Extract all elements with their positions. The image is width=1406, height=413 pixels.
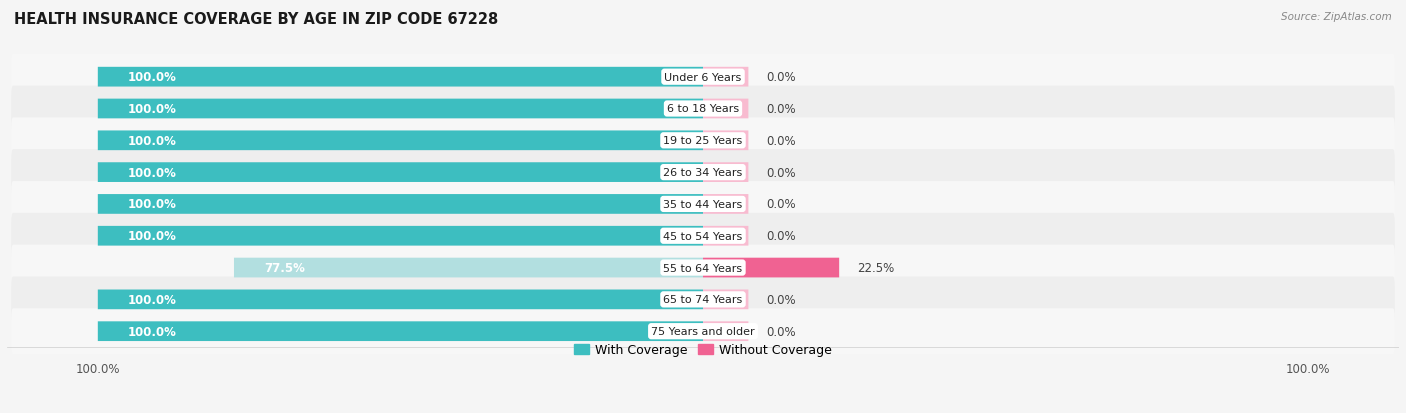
FancyBboxPatch shape [703,226,748,246]
FancyBboxPatch shape [98,226,703,246]
Text: 55 to 64 Years: 55 to 64 Years [664,263,742,273]
FancyBboxPatch shape [98,131,703,151]
Text: 0.0%: 0.0% [766,230,796,243]
Text: 19 to 25 Years: 19 to 25 Years [664,136,742,146]
Text: 0.0%: 0.0% [766,198,796,211]
FancyBboxPatch shape [703,163,748,183]
FancyBboxPatch shape [703,68,748,87]
Text: 100.0%: 100.0% [128,166,177,179]
FancyBboxPatch shape [11,309,1395,354]
FancyBboxPatch shape [98,100,703,119]
FancyBboxPatch shape [11,118,1395,164]
Text: 22.5%: 22.5% [858,261,894,274]
Text: 100.0%: 100.0% [128,230,177,243]
Text: 100.0%: 100.0% [128,71,177,84]
Text: 65 to 74 Years: 65 to 74 Years [664,294,742,305]
FancyBboxPatch shape [703,322,748,341]
FancyBboxPatch shape [11,277,1395,323]
FancyBboxPatch shape [98,290,703,309]
Text: 0.0%: 0.0% [766,293,796,306]
FancyBboxPatch shape [703,100,748,119]
Text: 0.0%: 0.0% [766,166,796,179]
FancyBboxPatch shape [11,55,1395,100]
FancyBboxPatch shape [233,258,703,278]
Text: 100.0%: 100.0% [128,135,177,147]
FancyBboxPatch shape [98,68,703,87]
Text: 0.0%: 0.0% [766,135,796,147]
FancyBboxPatch shape [98,322,703,341]
FancyBboxPatch shape [11,150,1395,195]
Text: HEALTH INSURANCE COVERAGE BY AGE IN ZIP CODE 67228: HEALTH INSURANCE COVERAGE BY AGE IN ZIP … [14,12,498,27]
FancyBboxPatch shape [98,195,703,214]
FancyBboxPatch shape [703,290,748,309]
Text: 45 to 54 Years: 45 to 54 Years [664,231,742,241]
FancyBboxPatch shape [11,182,1395,227]
Text: 77.5%: 77.5% [264,261,305,274]
Text: 100.0%: 100.0% [128,325,177,338]
Text: 100.0%: 100.0% [128,103,177,116]
Text: Under 6 Years: Under 6 Years [665,73,741,83]
Legend: With Coverage, Without Coverage: With Coverage, Without Coverage [569,338,837,361]
FancyBboxPatch shape [703,258,839,278]
Text: 0.0%: 0.0% [766,103,796,116]
Text: 0.0%: 0.0% [766,325,796,338]
FancyBboxPatch shape [11,245,1395,291]
Text: 6 to 18 Years: 6 to 18 Years [666,104,740,114]
FancyBboxPatch shape [11,214,1395,259]
Text: 100.0%: 100.0% [128,198,177,211]
Text: 75 Years and older: 75 Years and older [651,326,755,336]
Text: Source: ZipAtlas.com: Source: ZipAtlas.com [1281,12,1392,22]
Text: 0.0%: 0.0% [766,71,796,84]
Text: 35 to 44 Years: 35 to 44 Years [664,199,742,209]
FancyBboxPatch shape [703,195,748,214]
FancyBboxPatch shape [11,86,1395,132]
Text: 26 to 34 Years: 26 to 34 Years [664,168,742,178]
Text: 100.0%: 100.0% [128,293,177,306]
FancyBboxPatch shape [703,131,748,151]
FancyBboxPatch shape [98,163,703,183]
